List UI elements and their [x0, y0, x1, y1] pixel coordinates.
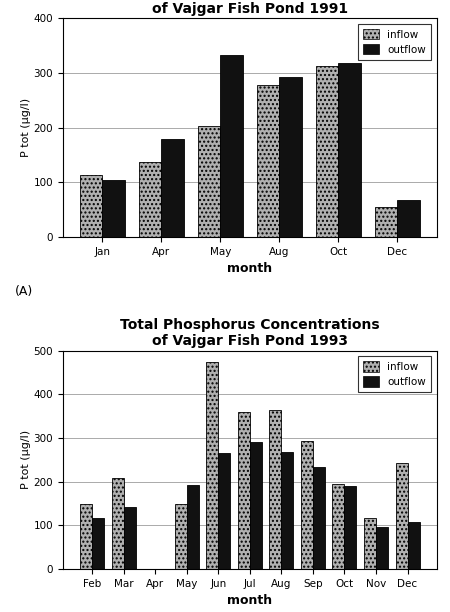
Y-axis label: P tot (μg/l): P tot (μg/l): [21, 430, 31, 490]
Bar: [257, 85, 279, 237]
Bar: [408, 522, 419, 569]
Bar: [92, 518, 104, 569]
Bar: [397, 200, 419, 237]
Title: Total Phosphorus Concentrations
of Vajgar Fish Pond 1991: Total Phosphorus Concentrations of Vajga…: [120, 0, 379, 16]
Bar: [187, 485, 198, 569]
Bar: [375, 207, 397, 237]
Bar: [139, 162, 162, 237]
Bar: [301, 441, 313, 569]
Bar: [396, 463, 408, 569]
Text: (A): (A): [14, 285, 33, 298]
Bar: [279, 77, 302, 237]
Bar: [338, 63, 360, 237]
Bar: [103, 179, 125, 237]
Bar: [250, 441, 262, 569]
Title: Total Phosphorus Concentrations
of Vajgar Fish Pond 1993: Total Phosphorus Concentrations of Vajga…: [120, 318, 379, 348]
Bar: [175, 504, 187, 569]
X-axis label: month: month: [227, 594, 272, 608]
Bar: [269, 409, 281, 569]
Bar: [220, 55, 243, 237]
Y-axis label: P tot (μg/l): P tot (μg/l): [21, 98, 31, 157]
Bar: [281, 452, 293, 569]
Bar: [238, 412, 250, 569]
Bar: [123, 507, 135, 569]
Bar: [344, 486, 356, 569]
Bar: [198, 126, 220, 237]
Bar: [333, 484, 344, 569]
Bar: [218, 453, 230, 569]
Bar: [316, 66, 338, 237]
Legend: inflow, outflow: inflow, outflow: [358, 356, 431, 392]
Bar: [313, 468, 325, 569]
Bar: [364, 518, 376, 569]
Bar: [80, 504, 92, 569]
X-axis label: month: month: [227, 262, 272, 275]
Bar: [112, 478, 123, 569]
Legend: inflow, outflow: inflow, outflow: [358, 24, 431, 60]
Bar: [206, 362, 218, 569]
Bar: [80, 175, 103, 237]
Bar: [162, 138, 184, 237]
Bar: [376, 527, 388, 569]
